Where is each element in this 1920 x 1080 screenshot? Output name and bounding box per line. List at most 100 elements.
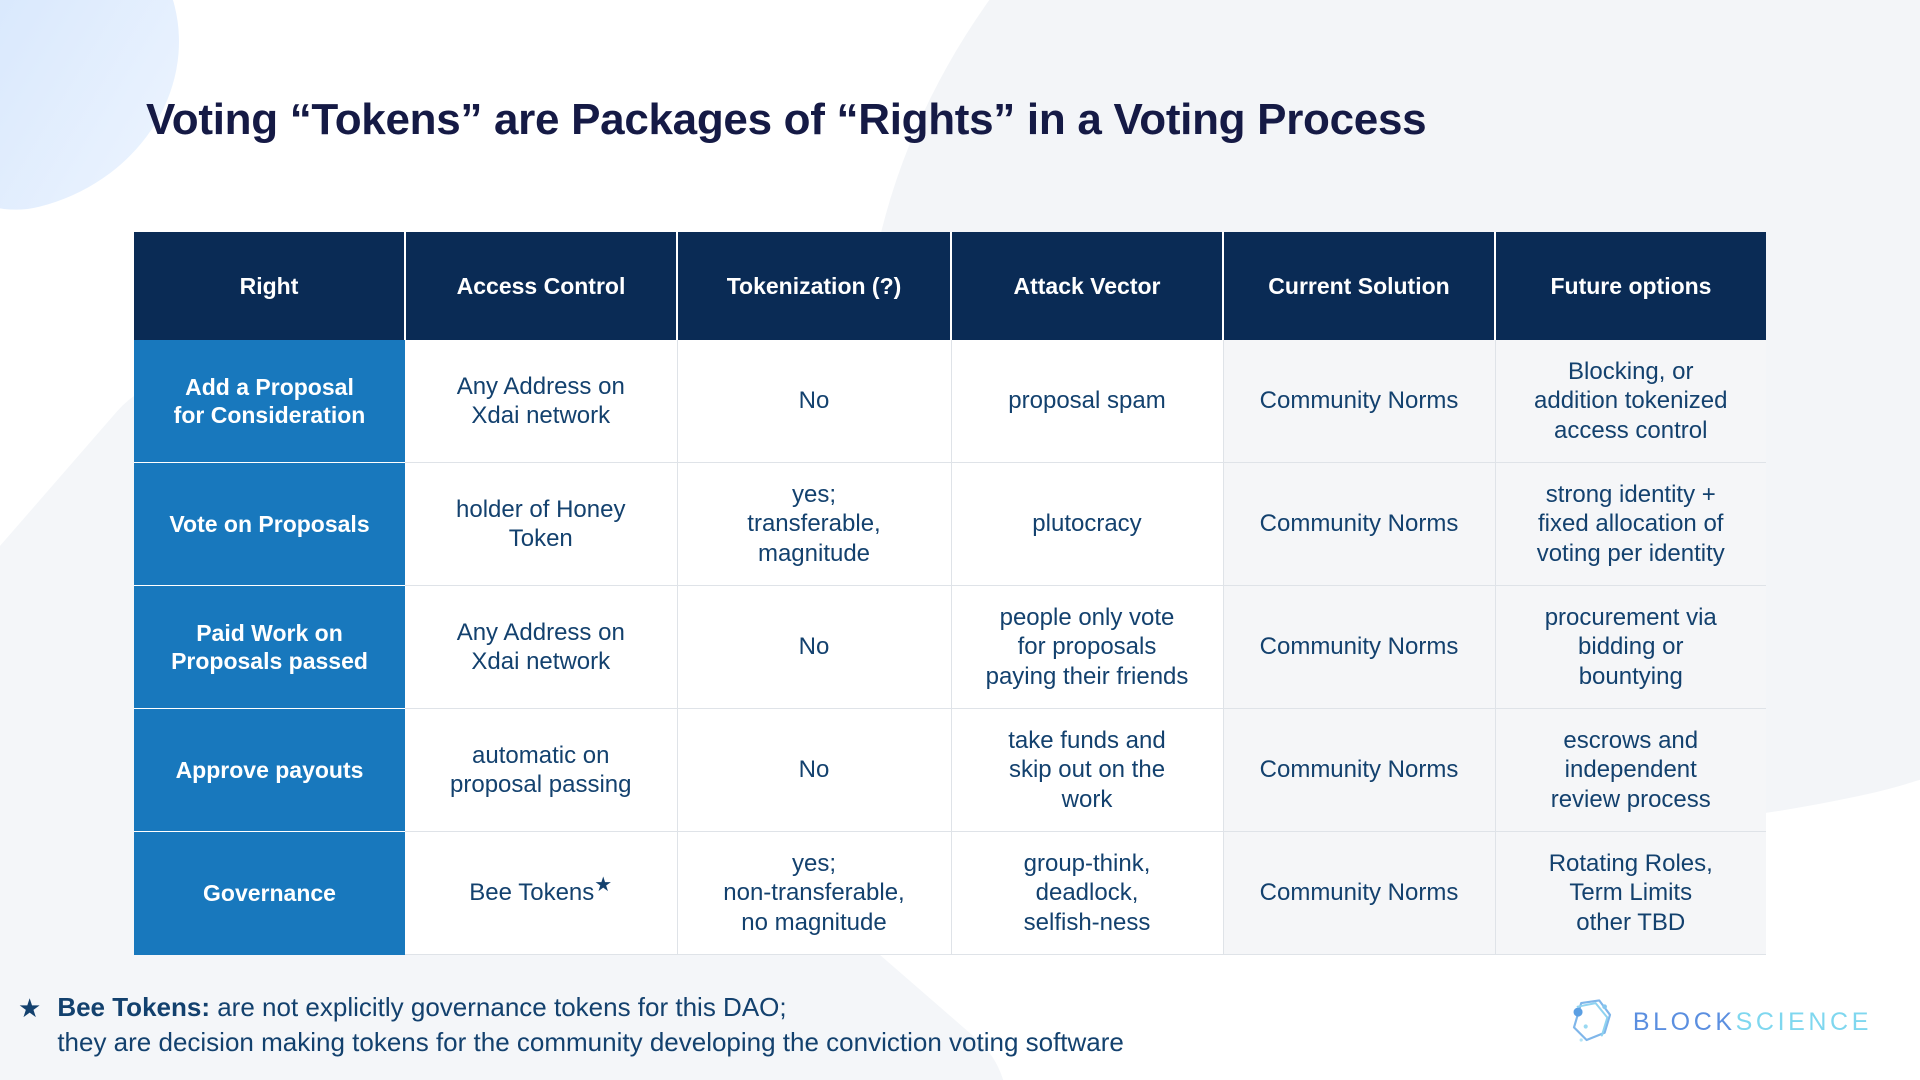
cell-line: proposal spam [1008, 387, 1166, 415]
cell-access-control: Any Address on Xdai network [405, 340, 678, 463]
cell-tokenization: No [677, 708, 952, 832]
cell-line: skip out on the [1008, 756, 1166, 784]
cell-line: selfish-ness [1023, 908, 1151, 936]
cell-future-options: escrows and independent review process [1495, 708, 1766, 832]
cell-line: proposal passing [450, 771, 632, 798]
cell-line: Governance [203, 880, 336, 907]
cell-line: yes; [791, 481, 836, 509]
cell-line: automatic on [472, 741, 610, 769]
column-header-tokenization: Tokenization (?) [677, 232, 952, 340]
cell-line: holder of Honey [456, 495, 626, 523]
cell-line: No [798, 387, 830, 415]
table-row: Vote on Proposals holder of Honey Token … [134, 462, 1766, 586]
cell-access-control: automatic on proposal passing [405, 708, 678, 832]
cell-line: Vote on Proposals [169, 510, 370, 537]
cell-line: strong identity + [1545, 481, 1716, 509]
cell-attack-vector: group-think, deadlock, selfish-ness [951, 831, 1224, 955]
cell-line: escrows and [1563, 727, 1699, 755]
cell-line: non-transferable, [723, 879, 905, 907]
cell-line: Community Norms [1259, 633, 1459, 661]
cell-line: independent [1564, 756, 1697, 784]
table-body: Add a Proposal for Consideration Any Add… [134, 340, 1766, 955]
cell-right: Vote on Proposals [134, 462, 405, 586]
cell-line: people only vote [999, 604, 1175, 632]
cell-future-options: Rotating Roles, Term Limits other TBD [1495, 831, 1766, 955]
page-title: Voting “Tokens” are Packages of “Rights”… [146, 95, 1427, 144]
cell-current-solution: Community Norms [1223, 462, 1496, 586]
column-header-future-options: Future options [1495, 232, 1766, 340]
cell-line: transferable, [747, 510, 881, 538]
footnote-star-icon: ★ [594, 874, 613, 897]
cell-right: Approve payouts [134, 708, 405, 832]
star-icon: ★ [18, 993, 42, 1023]
cell-line: work [1061, 785, 1113, 813]
cell-right: Governance [134, 831, 405, 955]
cell-line: take funds and [1008, 727, 1166, 755]
cell-line: no magnitude [741, 908, 887, 936]
cell-access-control: Bee Tokens★ [405, 831, 678, 955]
cell-line: No [798, 633, 830, 661]
cell-line: Bee Tokens [469, 879, 595, 907]
column-header-access-control: Access Control [405, 232, 678, 340]
cell-access-control: Any Address on Xdai network [405, 585, 678, 709]
cell-line: Approve payouts [175, 756, 364, 783]
cell-line: voting per identity [1536, 539, 1725, 567]
cell-tokenization: No [677, 585, 952, 709]
cell-line: Token [508, 525, 573, 552]
cell-line: Community Norms [1259, 756, 1459, 784]
cell-line: deadlock, [1035, 879, 1139, 907]
cell-future-options: Blocking, or addition tokenized access c… [1495, 340, 1766, 463]
footnote-text: Bee Tokens: are not explicitly governanc… [57, 990, 1124, 1060]
cell-line: review process [1550, 785, 1711, 813]
cell-line: yes; [791, 850, 836, 878]
cell-line: bidding or [1578, 633, 1684, 661]
table-row: Add a Proposal for Consideration Any Add… [134, 340, 1766, 463]
cell-line: Any Address on [456, 372, 625, 400]
cell-access-control: holder of Honey Token [405, 462, 678, 586]
cell-right: Paid Work on Proposals passed [134, 585, 405, 709]
cell-line: Blocking, or [1568, 358, 1694, 386]
cell-future-options: procurement via bidding or bountying [1495, 585, 1766, 709]
cell-line: bountying [1578, 662, 1683, 690]
cell-line: Paid Work on [196, 619, 343, 646]
cell-current-solution: Community Norms [1223, 708, 1496, 832]
cell-line: Rotating Roles, [1548, 850, 1713, 878]
footnote-line2: they are decision making tokens for the … [57, 1027, 1124, 1058]
blockscience-logo: BLOCKSCIENCE [1565, 995, 1872, 1049]
table-row: Approve payouts automatic on proposal pa… [134, 708, 1766, 832]
blockscience-hexagon-logo-icon [1572, 999, 1611, 1042]
column-header-attack-vector: Attack Vector [951, 232, 1224, 340]
table-row: Governance Bee Tokens★ yes; non-transfer… [134, 831, 1766, 955]
cell-line: magnitude [757, 539, 871, 567]
cell-current-solution: Community Norms [1223, 831, 1496, 955]
cell-line: Community Norms [1259, 510, 1459, 538]
cell-line: paying their friends [985, 662, 1189, 690]
cell-line: procurement via [1544, 604, 1717, 632]
cell-line: Proposals passed [171, 648, 368, 674]
cell-attack-vector: proposal spam [951, 340, 1224, 463]
cell-attack-vector: plutocracy [951, 462, 1224, 586]
cell-current-solution: Community Norms [1223, 585, 1496, 709]
cell-tokenization: yes; transferable, magnitude [677, 462, 952, 586]
logo-wordmark: BLOCKSCIENCE [1633, 1008, 1872, 1037]
logo-word-block: BLOCK [1632, 1007, 1736, 1036]
cell-line: Add a Proposal [185, 373, 354, 400]
cell-line: Xdai network [471, 648, 611, 675]
cell-line: access control [1554, 416, 1708, 444]
column-header-current-solution: Current Solution [1223, 232, 1496, 340]
cell-line: fixed allocation of [1538, 510, 1724, 538]
cell-line: Xdai network [471, 402, 611, 429]
cell-line: addition tokenized [1534, 387, 1728, 415]
cell-future-options: strong identity + fixed allocation of vo… [1495, 462, 1766, 586]
cell-tokenization: No [677, 340, 952, 463]
column-header-right: Right [134, 232, 406, 340]
table-header: Right Access Control Tokenization (?) At… [134, 232, 1766, 340]
voting-rights-table: Right Access Control Tokenization (?) At… [134, 232, 1766, 955]
cell-right: Add a Proposal for Consideration [134, 340, 405, 463]
cell-attack-vector: take funds and skip out on the work [951, 708, 1224, 832]
cell-line: for proposals [1017, 633, 1157, 661]
cell-line: group-think, [1023, 850, 1151, 878]
cell-line: Community Norms [1259, 879, 1459, 907]
cell-tokenization: yes; non-transferable, no magnitude [677, 831, 952, 955]
table-header-row: Right Access Control Tokenization (?) At… [134, 232, 1766, 340]
